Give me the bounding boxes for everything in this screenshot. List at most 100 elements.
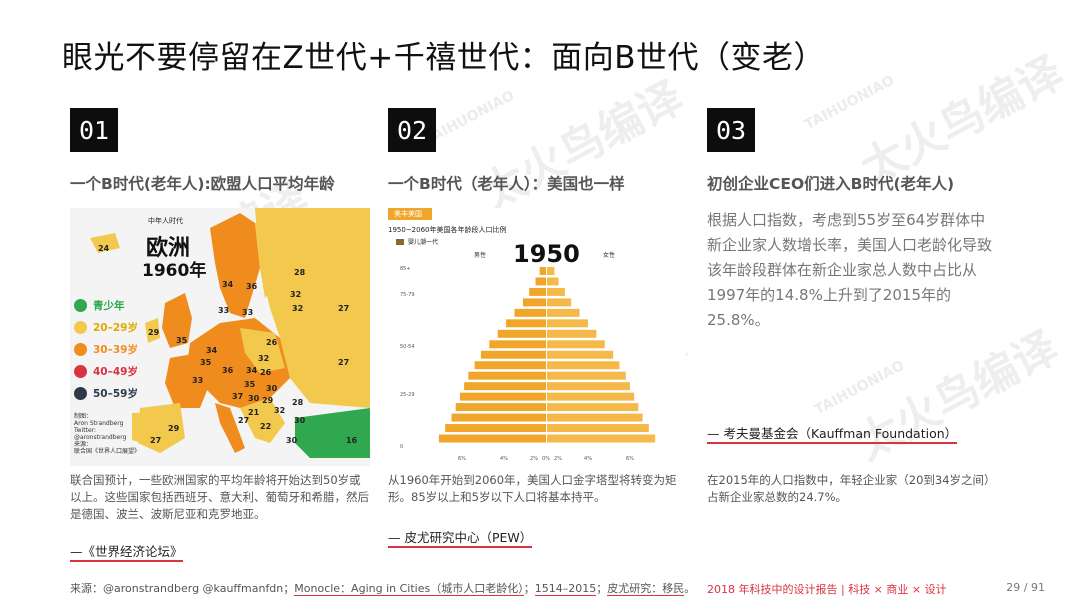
pyramid-bar-female — [547, 308, 580, 317]
watermark: 太火鸟编译 — [848, 321, 1067, 471]
map-number-label: 29 — [148, 328, 160, 337]
map-number-label: 34 — [206, 346, 218, 355]
pyramid-pct-tick: 6% — [626, 456, 634, 462]
footer-sep: ； — [523, 582, 535, 595]
source-link[interactable]: —《世界经济论坛》 — [70, 544, 183, 562]
map-number-label: 33 — [242, 308, 254, 317]
legend-label: 40–49岁 — [93, 365, 138, 378]
map-number-label: 29 — [262, 396, 274, 405]
pyramid-bar-female — [547, 287, 565, 296]
map-number-label: 35 — [244, 380, 256, 389]
map-number-label: 34 — [246, 366, 258, 375]
legend-dot-icon — [74, 298, 87, 312]
pyramid-bar-female — [547, 413, 643, 422]
map-number-label: 26 — [260, 368, 272, 377]
source-link[interactable]: — 皮尤研究中心（PEW） — [388, 530, 533, 548]
pyramid-pct-tick: 2% — [554, 456, 562, 462]
page-number: 29 / 91 — [1006, 581, 1045, 594]
watermark-brand: TAIHUONIAO — [812, 357, 908, 419]
pyramid-bar-male — [506, 319, 546, 328]
pyramid-bar-male — [480, 350, 546, 359]
pyramid-bar-male — [539, 267, 546, 275]
pyramid-bar-male — [438, 434, 546, 443]
footer-link-1514[interactable]: 1514–2015 — [534, 582, 597, 596]
pyramid-age-tick: 50-54 — [400, 344, 415, 350]
legend-label: 青少年 — [93, 299, 125, 312]
pyramid-bar-female — [547, 298, 572, 307]
footer-sep: ； — [596, 582, 608, 595]
footer-end: 。 — [684, 582, 696, 595]
source-link[interactable]: — 考夫曼基金会（Kauffman Foundation） — [707, 426, 958, 444]
map-number-label: 27 — [338, 358, 350, 367]
pyramid-age-tick: 0 — [400, 444, 403, 450]
pyramid-bar-female — [547, 350, 614, 359]
map-number-labels: 24 34 36 28 32 32 27 33 33 29 35 34 35 26 32 33 36 34 35 26… — [70, 208, 370, 466]
pyramid-age-tick: 75-79 — [400, 292, 415, 298]
pyramid-age-tick: 25-29 — [400, 392, 415, 398]
pyramid-bar-female — [547, 319, 588, 328]
pyramid-bar-male — [497, 329, 546, 338]
pyramid-bar-female — [547, 403, 639, 412]
map-number-label: 29 — [168, 424, 180, 433]
section-heading-02: 一个B时代（老年人）：美国也一样 — [388, 175, 625, 193]
section-number-02: 02 — [388, 108, 436, 152]
map-number-label: 34 — [222, 280, 234, 289]
pyramid-pct-tick: 2% — [530, 456, 538, 462]
section-description-01: 联合国预计，一些欧洲国家的平均年龄将开始达到50岁或以上。这些国家包括西班牙、意… — [70, 473, 369, 521]
section-number-01: 01 — [70, 108, 118, 152]
pyramid-legend-label: 婴儿潮一代 — [408, 239, 439, 246]
pyramid-bar-female — [547, 371, 626, 380]
pyramid-bar-female — [547, 267, 555, 275]
legend-dot-icon — [74, 386, 87, 400]
footer-source-prefix: 来源：@aronstrandberg @kauffmanfdn； — [70, 582, 295, 595]
pyramid-bar-male — [489, 340, 546, 349]
pyramid-year: 1950 — [513, 240, 580, 268]
map-number-label: 32 — [274, 406, 286, 415]
map-number-label: 27 — [338, 304, 350, 313]
map-legend-item: 20–29岁 — [74, 316, 138, 338]
map-number-label: 28 — [292, 398, 304, 407]
pyramid-bar-female — [547, 329, 597, 338]
section-source-01: —《世界经济论坛》 — [70, 541, 183, 562]
pyramid-bar-male — [535, 277, 546, 286]
section-heading-01: 一个B时代(老年人):欧盟人口平均年龄 — [70, 175, 335, 193]
pyramid-pct-tick: 0% — [542, 456, 550, 462]
map-credit: 制图： Aron Strandberg Twitter: @aronstrand… — [74, 413, 141, 455]
legend-dot-icon — [74, 320, 87, 334]
watermark: 太火鸟编译 — [473, 71, 692, 221]
map-number-label: 35 — [200, 358, 212, 367]
pyramid-bar-male — [468, 371, 546, 380]
map-number-label: 22 — [260, 422, 272, 431]
map-number-label: 30 — [286, 436, 298, 445]
map-number-label: 36 — [246, 282, 258, 291]
pyramid-bar-male — [464, 382, 546, 391]
page-title: 眼光不要停留在Z世代+千禧世代：面向B世代（变老） — [62, 40, 825, 76]
map-number-label: 21 — [248, 408, 260, 417]
map-legend: 青少年 20–29岁 30–39岁 40–49岁 50–59岁 — [74, 294, 138, 404]
footer-sources: 来源：@aronstrandberg @kauffmanfdn；Monocle：… — [70, 580, 695, 596]
map-number-label: 26 — [266, 338, 278, 347]
section-body-03: 根据人口指数，考虑到55岁至64岁群体中新企业家人数增长率，美国人口老龄化导致该… — [707, 211, 993, 329]
map-number-label: 30 — [266, 384, 278, 393]
footer-link-monocle[interactable]: Monocle：Aging in Cities（城市人口老龄化） — [294, 582, 524, 596]
us-population-pyramid: 美丰美国 1950~2060年美国各年龄段人口比例 婴儿潮一代 1950 男性 … — [388, 208, 686, 466]
map-number-label: 16 — [346, 436, 358, 445]
map-number-label: 27 — [150, 436, 162, 445]
pyramid-bar-male — [474, 361, 546, 370]
legend-label: 30–39岁 — [93, 343, 138, 356]
watermark-brand: TAIHUONIAO — [802, 72, 898, 134]
map-number-label: 33 — [192, 376, 204, 385]
map-number-label: 32 — [290, 290, 302, 299]
section-heading-03: 初创企业CEO们进入B时代(老年人) — [707, 175, 955, 193]
map-number-label: 28 — [294, 268, 306, 277]
map-small-label: 中年人时代 — [148, 217, 183, 225]
map-number-label: 32 — [258, 354, 270, 363]
pyramid-bar-female — [547, 434, 656, 443]
pyramid-bar-female — [547, 392, 635, 401]
pyramid-tag: 美丰美国 — [388, 208, 432, 220]
footer-link-pew[interactable]: 皮尤研究：移民 — [607, 582, 685, 596]
map-legend-item: 50–59岁 — [74, 382, 138, 404]
pyramid-pct-tick: 4% — [500, 456, 508, 462]
section-source-03: — 考夫曼基金会（Kauffman Foundation） — [707, 423, 958, 444]
legend-label: 20–29岁 — [93, 321, 138, 334]
